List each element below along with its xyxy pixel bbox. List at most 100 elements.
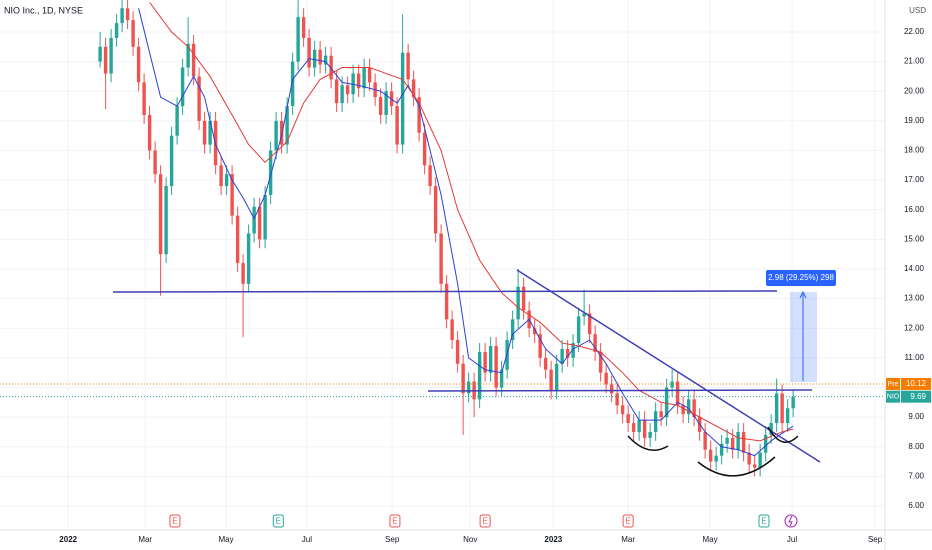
candle-body: [538, 334, 542, 358]
y-tick-label: 9.00: [908, 412, 924, 421]
candle-body: [125, 8, 130, 21]
candle-body: [461, 363, 465, 394]
candle-body: [758, 452, 762, 468]
candle-body: [692, 399, 696, 418]
candle-body: [175, 106, 179, 136]
candle-body: [653, 411, 658, 432]
candle-body: [186, 43, 190, 68]
candle-body: [609, 384, 614, 394]
candle-body: [263, 194, 267, 240]
candle-body: [576, 316, 581, 344]
y-tick-label: 19.00: [904, 116, 925, 125]
chart-title: NIO Inc., 1D, NYSE: [4, 5, 83, 15]
candle-body: [109, 37, 113, 74]
y-tick-label: 7.00: [908, 471, 924, 480]
dividend-icon: [784, 514, 798, 528]
candle-body: [681, 405, 685, 415]
x-tick-label: Mar: [621, 535, 635, 544]
earnings-marker: [758, 514, 770, 528]
candle-body: [785, 408, 790, 424]
candle-body: [543, 357, 548, 370]
earnings-marker: [272, 514, 284, 528]
candle-body: [648, 431, 652, 438]
candle-body: [136, 46, 141, 83]
candle-body: [224, 174, 229, 187]
candle-body: [147, 114, 152, 151]
x-tick-label: May: [219, 535, 234, 544]
candle-body: [516, 286, 520, 320]
candle-body: [455, 340, 460, 364]
earnings-label: E: [392, 517, 397, 526]
candle-body: [560, 348, 564, 364]
candle-body: [626, 414, 630, 424]
candle-body: [367, 67, 372, 83]
currency: USD: [909, 6, 926, 15]
candle-body: [120, 8, 124, 24]
candle-body: [268, 150, 273, 195]
y-tick-label: 11.00: [905, 353, 925, 362]
candle-body: [362, 67, 366, 89]
candle-body: [752, 464, 757, 468]
candle-body: [604, 372, 608, 385]
candle-body: [356, 73, 361, 89]
candle-body: [774, 393, 779, 424]
candle-body: [450, 319, 454, 341]
candle-body: [494, 346, 498, 388]
candle-body: [241, 263, 245, 284]
candle-body: [532, 328, 537, 335]
candle-body: [593, 334, 597, 352]
candle-body: [763, 434, 768, 453]
price-tag-value: 10.12: [906, 379, 927, 388]
candle-body: [582, 313, 586, 317]
candle-body: [736, 431, 740, 450]
candle-body: [411, 79, 416, 98]
x-tick-label: Jul: [787, 535, 797, 544]
candle-body: [488, 346, 493, 373]
y-tick-label: 8.00: [908, 442, 924, 451]
candle-body: [296, 17, 300, 62]
candle-body: [400, 52, 405, 145]
candle-body: [301, 17, 306, 38]
candle-body: [395, 106, 399, 145]
candle-body: [142, 82, 146, 115]
candle-body: [747, 452, 751, 465]
candle-body: [422, 132, 427, 166]
left-shoulder: [627, 435, 669, 451]
candle-body: [257, 206, 262, 240]
measure-label: 2.98 (29.25%) 298: [768, 273, 834, 282]
candle-body: [554, 363, 559, 391]
candle-body: [158, 174, 163, 255]
x-tick-label: Nov: [463, 535, 477, 544]
earnings-marker: [389, 514, 401, 528]
candle-body: [323, 55, 328, 65]
candle-body: [719, 443, 724, 456]
candle-body: [279, 120, 284, 145]
candle-body: [164, 186, 168, 255]
earnings-marker: [622, 514, 634, 528]
candle-body: [637, 420, 641, 432]
candle-body: [714, 455, 718, 462]
candle-body: [98, 46, 102, 62]
candle-body: [466, 381, 471, 394]
y-tick-label: 17.00: [904, 175, 925, 184]
candle-body: [153, 150, 157, 175]
candle-body: [483, 351, 487, 373]
candle-body: [246, 233, 251, 284]
x-tick-label: 2022: [59, 535, 77, 544]
y-tick-label: 20.00: [904, 86, 925, 95]
candle-body: [197, 76, 201, 121]
earnings-label: E: [172, 517, 177, 526]
price-tag-name: Pre: [888, 381, 899, 388]
candle-body: [433, 186, 438, 234]
resistance-line: [112, 290, 778, 293]
candle-body: [659, 411, 663, 418]
price-tag-name-box: [886, 377, 900, 390]
earnings-marker: [169, 514, 181, 528]
candle-body: [131, 20, 135, 47]
candle-body: [378, 97, 383, 115]
candle-body: [565, 348, 570, 358]
x-tick-label: May: [703, 535, 718, 544]
candle-body: [521, 286, 526, 311]
